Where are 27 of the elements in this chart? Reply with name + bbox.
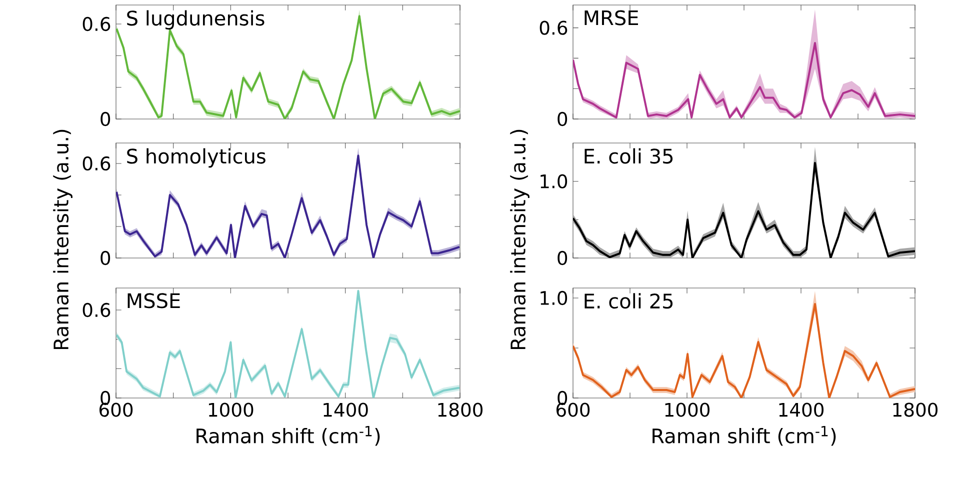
y-tick-label: 0.6 [540, 20, 568, 35]
x-tick-label: 1400 [324, 402, 368, 417]
chart-title: MSSE [128, 293, 180, 308]
x-axis-title: Raman shift (cm$^{-1}$) [196, 426, 380, 446]
x-tick-label: 1000 [665, 402, 710, 417]
chart-title: S lugdunensis [127, 10, 264, 30]
y-tick-label: 0 [100, 250, 110, 266]
x-axis-title: Raman shift (cm$^{-1}$) [652, 426, 836, 446]
y-axis-title: Raman intensity (a.u.) [53, 130, 72, 350]
x-tick-label: 1800 [438, 402, 483, 417]
y-tick-label: 1.0 [540, 290, 568, 306]
y-tick-label: 0.6 [82, 156, 110, 171]
y-tick-label: 0 [100, 112, 110, 126]
x-tick-label: 1400 [779, 402, 824, 417]
chart-title: E. coli 35 [584, 148, 673, 164]
line-series [573, 42, 916, 118]
y-tick-label: 0 [558, 250, 568, 266]
chart-title: E. coli 25 [584, 293, 673, 309]
chart-title: S homolyticus [127, 148, 266, 168]
y-tick-label: 0.6 [82, 16, 110, 32]
y-tick-label: 0 [558, 112, 568, 126]
y-tick-label: 0.6 [82, 302, 110, 318]
y-axis-title: Raman intensity (a.u.) [510, 130, 530, 350]
y-tick-label: 1.0 [540, 174, 568, 188]
x-tick-label: 1800 [893, 402, 938, 417]
chart-title: MRSE [584, 10, 638, 26]
x-tick-label: 1000 [208, 402, 254, 417]
